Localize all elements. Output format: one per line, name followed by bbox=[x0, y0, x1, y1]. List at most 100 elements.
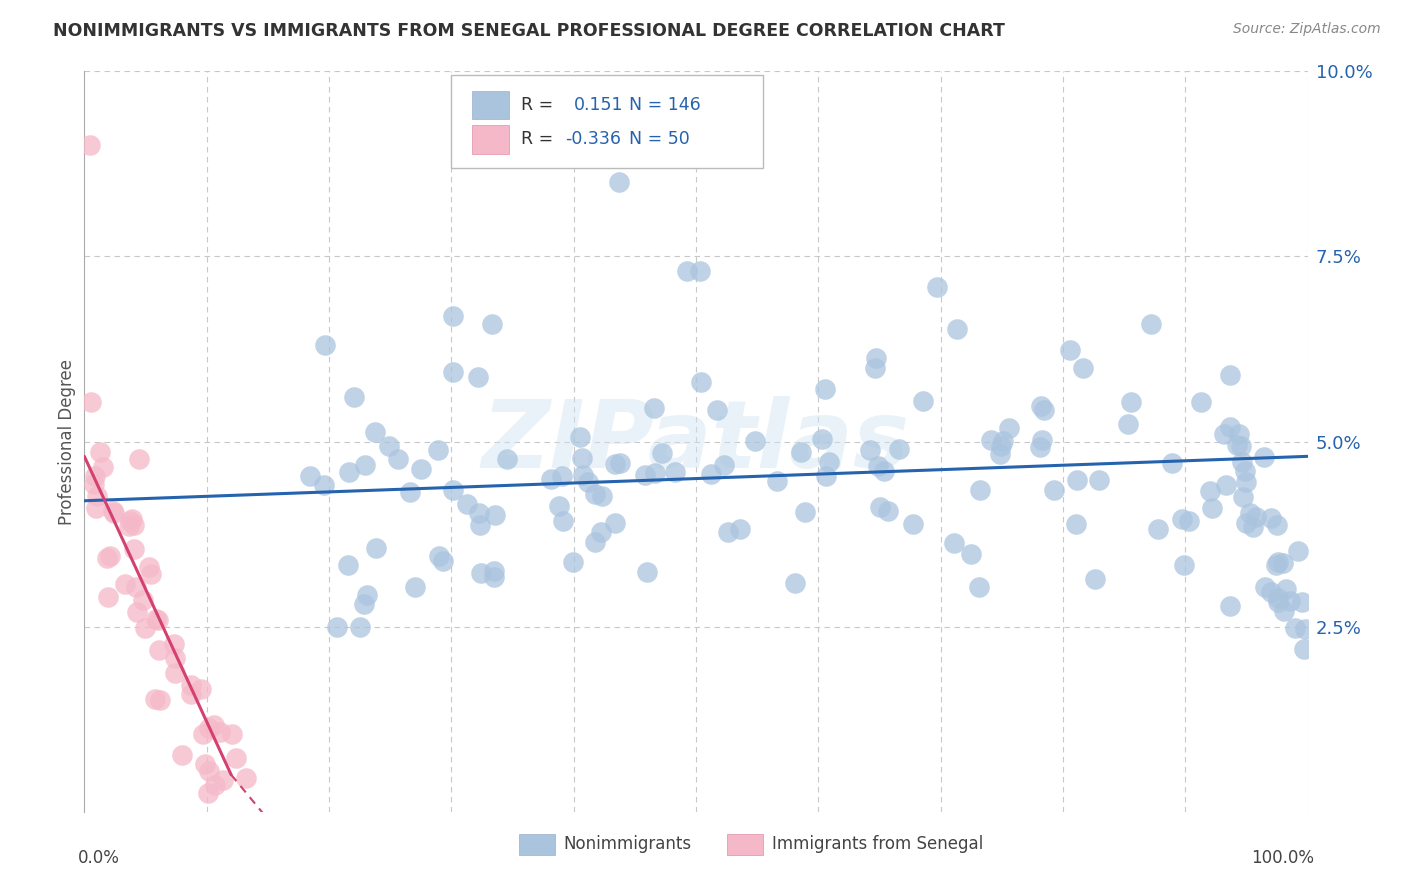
Point bbox=[607, 175, 630, 190]
Point bbox=[1234, 516, 1257, 530]
Point bbox=[143, 691, 166, 706]
Point bbox=[815, 469, 838, 483]
Point bbox=[553, 514, 575, 528]
Point bbox=[121, 511, 143, 525]
Point bbox=[818, 455, 841, 469]
Point bbox=[568, 430, 591, 444]
Point bbox=[1071, 360, 1094, 375]
Point bbox=[990, 439, 1012, 453]
Point bbox=[170, 747, 193, 762]
Point bbox=[426, 442, 449, 457]
Point bbox=[467, 370, 489, 384]
Point bbox=[114, 576, 136, 591]
Point bbox=[790, 445, 813, 459]
Point bbox=[1029, 440, 1052, 454]
Point bbox=[197, 721, 219, 735]
Point bbox=[117, 518, 139, 533]
Point bbox=[901, 516, 924, 531]
Point bbox=[89, 445, 111, 459]
Point bbox=[149, 692, 172, 706]
Point bbox=[235, 771, 257, 785]
Point bbox=[79, 138, 101, 153]
Point bbox=[91, 459, 114, 474]
Point bbox=[706, 403, 728, 417]
Point bbox=[603, 458, 626, 472]
Point bbox=[84, 500, 107, 515]
Point bbox=[1267, 555, 1289, 569]
Point bbox=[1260, 585, 1282, 599]
Point bbox=[163, 637, 186, 651]
Point bbox=[548, 500, 571, 514]
Point bbox=[946, 322, 969, 336]
Point bbox=[583, 535, 606, 549]
Point bbox=[1232, 490, 1254, 504]
Point bbox=[1291, 595, 1313, 609]
Point bbox=[591, 525, 613, 540]
Point bbox=[100, 549, 122, 564]
Point bbox=[314, 338, 336, 352]
Point bbox=[1253, 450, 1275, 464]
Point bbox=[689, 264, 711, 278]
Point bbox=[468, 506, 491, 520]
Point bbox=[1147, 522, 1170, 536]
Text: 0.0%: 0.0% bbox=[79, 849, 120, 867]
Point bbox=[889, 442, 911, 457]
Point bbox=[1265, 518, 1288, 533]
Point bbox=[138, 559, 160, 574]
Point bbox=[132, 592, 155, 607]
Point bbox=[122, 518, 145, 533]
Point bbox=[1226, 438, 1249, 452]
Point bbox=[794, 505, 817, 519]
Point bbox=[337, 465, 360, 479]
Point bbox=[609, 456, 631, 470]
Point bbox=[86, 490, 108, 504]
Point bbox=[364, 425, 387, 440]
Point bbox=[1267, 591, 1289, 605]
Point bbox=[550, 468, 572, 483]
Point bbox=[766, 474, 789, 488]
Point bbox=[869, 500, 891, 515]
Point bbox=[378, 439, 401, 453]
Point bbox=[1254, 580, 1277, 594]
Point bbox=[643, 401, 665, 416]
Point bbox=[814, 382, 837, 396]
Point bbox=[583, 487, 606, 501]
Text: 100.0%: 100.0% bbox=[1251, 849, 1313, 867]
Point bbox=[991, 434, 1014, 448]
Point bbox=[1161, 456, 1184, 470]
Point bbox=[1233, 464, 1256, 478]
Point bbox=[163, 665, 186, 680]
Point bbox=[349, 619, 371, 633]
Point bbox=[997, 421, 1019, 435]
Point bbox=[97, 590, 120, 604]
Text: Nonimmigrants: Nonimmigrants bbox=[564, 835, 692, 854]
Point bbox=[690, 375, 713, 389]
Point bbox=[969, 483, 991, 498]
Text: ZIPatlas: ZIPatlas bbox=[482, 395, 910, 488]
Point bbox=[1260, 511, 1282, 525]
Point bbox=[1031, 399, 1053, 413]
Point bbox=[572, 468, 595, 483]
Point bbox=[1219, 599, 1241, 614]
Point bbox=[364, 541, 387, 556]
FancyBboxPatch shape bbox=[472, 126, 509, 153]
Point bbox=[148, 614, 170, 628]
Y-axis label: Professional Degree: Professional Degree bbox=[58, 359, 76, 524]
Point bbox=[728, 522, 751, 536]
Point bbox=[470, 566, 492, 580]
Point bbox=[1215, 477, 1237, 491]
Point bbox=[1033, 403, 1056, 417]
Point bbox=[713, 458, 735, 472]
Point bbox=[561, 555, 583, 569]
Point bbox=[1279, 594, 1302, 608]
Point bbox=[1234, 475, 1257, 490]
Point bbox=[198, 764, 221, 779]
Point bbox=[1199, 483, 1222, 498]
Point bbox=[1171, 512, 1194, 526]
Point bbox=[1116, 417, 1139, 432]
Point bbox=[1267, 595, 1289, 609]
Text: 0.151: 0.151 bbox=[574, 96, 623, 114]
Point bbox=[1140, 317, 1163, 331]
Point bbox=[298, 468, 321, 483]
Point bbox=[1066, 473, 1088, 487]
